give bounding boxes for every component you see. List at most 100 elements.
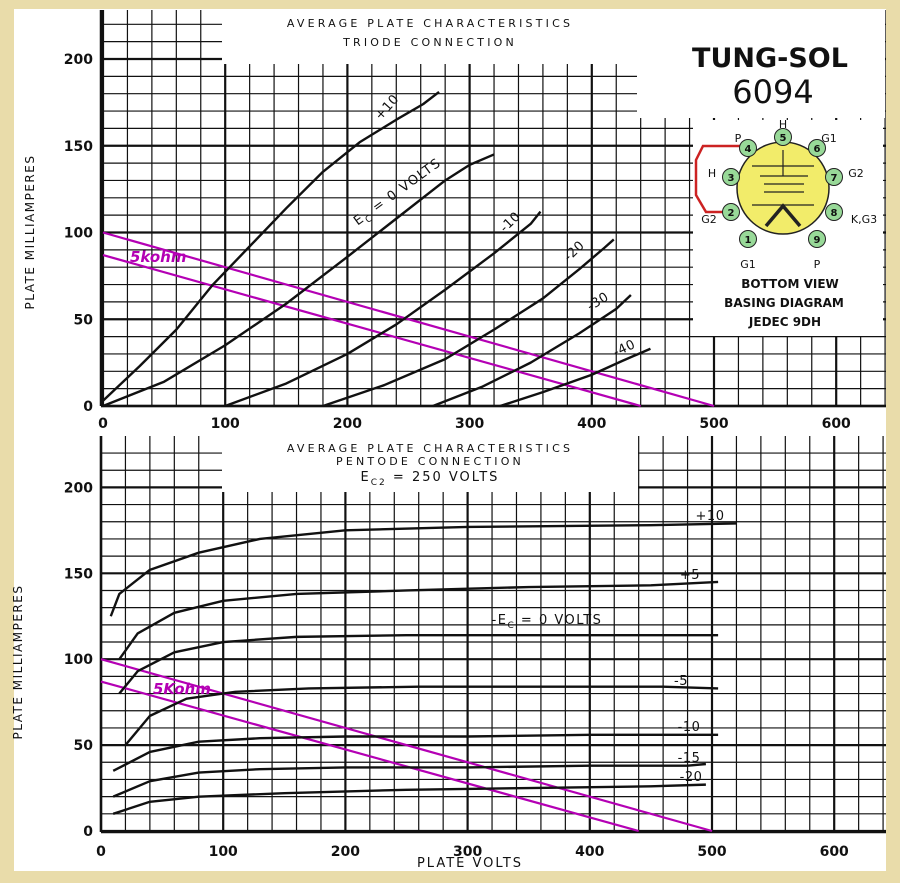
pin-number: 1 [745, 235, 752, 246]
x-tick-label: 0 [98, 416, 108, 432]
y-tick-label: 50 [74, 312, 94, 328]
brand-panel [637, 10, 885, 118]
pin-circle [722, 203, 740, 221]
basing-diagram-label: BASING DIAGRAM [724, 296, 844, 310]
basing-pin: 7 G2 [825, 167, 864, 186]
curve-triode [432, 294, 632, 408]
basing-pin: 8 K,G3 [825, 203, 877, 226]
curve-triode [102, 153, 495, 408]
x-tick-label: 200 [331, 844, 360, 860]
pin-circle [825, 203, 843, 221]
brand-block: TUNG-SOL 6094 [637, 10, 885, 118]
pin-number: 6 [814, 144, 821, 155]
load-line [100, 680, 639, 833]
y-tick-label: 100 [64, 226, 93, 242]
curve-pentode [112, 733, 719, 772]
curve-triode [322, 238, 615, 408]
pin-number: 3 [728, 173, 735, 184]
pin-circle [722, 168, 740, 186]
pin-number: 8 [831, 208, 838, 219]
x-tick-label: 600 [822, 416, 851, 432]
basing-pin: 2 G2 [701, 203, 740, 226]
pin-label: G2 [701, 213, 717, 226]
chart-title: AVERAGE PLATE CHARACTERISTICS [287, 17, 573, 30]
y-tick-label: 150 [64, 566, 93, 582]
brand-name: TUNG-SOL [692, 43, 848, 74]
pin-label: G1 [740, 258, 756, 271]
pin-label: H [779, 118, 787, 131]
x-tick-label: 100 [209, 844, 238, 860]
pin-circle [808, 139, 826, 157]
x-tick-label: 300 [453, 844, 482, 860]
pin-label: G1 [821, 132, 837, 145]
load-line-label: 5kohm [130, 248, 187, 266]
x-axis-title: PLATE VOLTS [417, 856, 523, 871]
tube-type: 6094 [732, 73, 813, 111]
pin-circle [808, 230, 826, 248]
pin-number: 2 [728, 208, 735, 219]
curve-triode [102, 91, 440, 402]
y-tick-label: 200 [64, 52, 93, 68]
y-tick-label: 200 [64, 480, 93, 496]
y-tick-label: 0 [83, 824, 93, 840]
pin-label: P [735, 132, 742, 145]
curve-triode [224, 210, 542, 408]
basing-pin: 3H [708, 167, 740, 186]
pin-label: P [814, 258, 821, 271]
x-tick-label: 400 [575, 844, 604, 860]
chart-subtitle: PENTODE CONNECTION [336, 455, 524, 468]
pin-circle [739, 139, 757, 157]
y-axis-title: PLATE MILLIAMPERES [23, 155, 37, 310]
load-line-label: 5Kohm [153, 680, 211, 698]
x-tick-label: 500 [699, 416, 728, 432]
curve-triode [499, 347, 651, 408]
basing-pin: 6G1 [808, 132, 837, 157]
x-tick-label: 600 [820, 844, 849, 860]
pin-number: 9 [814, 235, 821, 246]
pin-number: 7 [831, 173, 838, 184]
basing-view-label: BOTTOM VIEW [741, 277, 839, 291]
pin-circle [774, 128, 792, 146]
curve-label: -5 [674, 674, 688, 689]
y-axis-title: PLATE MILLIAMPERES [11, 585, 25, 740]
x-tick-label: 500 [697, 844, 726, 860]
curve-label: +5 [680, 568, 700, 583]
x-tick-label: 100 [211, 416, 240, 432]
y-tick-label: 50 [74, 738, 94, 754]
x-tick-label: 300 [455, 416, 484, 432]
pin-number: 5 [780, 133, 787, 144]
chart-subtitle: TRIODE CONNECTION [342, 36, 517, 49]
curve-label: -EC = 0 VOLTS [492, 613, 603, 631]
chart-title-box [222, 436, 638, 492]
chart-condition: EC2 = 250 VOLTS [361, 470, 500, 488]
chart-title-box [222, 10, 638, 64]
curve-label: -20 [680, 770, 703, 785]
curve-pentode [112, 783, 706, 815]
basing-pin: 1 G1 [739, 230, 757, 271]
basing-pin: 5H [774, 118, 792, 146]
curve-pentode [118, 633, 719, 695]
load-line [102, 231, 715, 408]
curve-pentode [112, 762, 707, 798]
tube-structure-icon [752, 150, 814, 228]
pin-circle [825, 168, 843, 186]
curve-label: -15 [678, 751, 701, 766]
basing-pin: 4P [735, 132, 757, 157]
pin-label: K,G3 [851, 213, 877, 226]
curve-label: +10 [696, 509, 725, 524]
y-tick-label: 0 [83, 399, 93, 415]
curve-pentode [124, 685, 719, 746]
y-tick-label: 100 [64, 652, 93, 668]
curve-label: -10 [678, 720, 701, 735]
basing-jedec-label: JEDEC 9DH [748, 315, 821, 329]
charts-layer: AVERAGE PLATE CHARACTERISTICS TRIODE CONN… [11, 10, 886, 871]
chart-title: AVERAGE PLATE CHARACTERISTICS [287, 442, 573, 455]
curve-pentode [109, 522, 737, 617]
pin-number: 4 [745, 144, 752, 155]
x-tick-label: 400 [577, 416, 606, 432]
y-tick-label: 150 [64, 139, 93, 155]
